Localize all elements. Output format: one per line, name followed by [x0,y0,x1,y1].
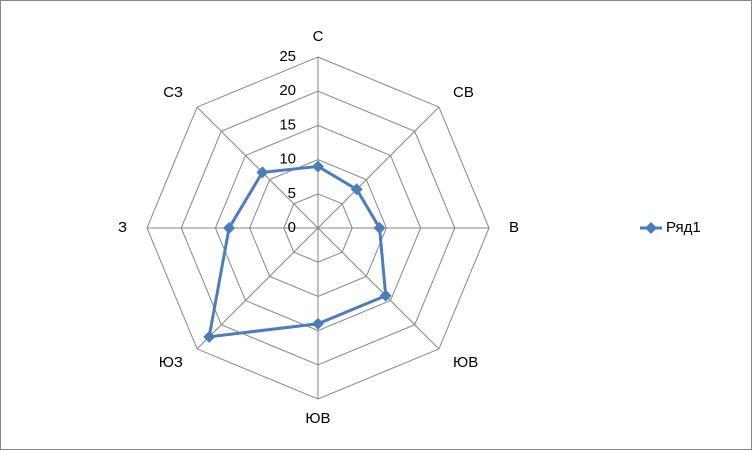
axis-spoke [317,227,440,350]
category-label: ЮВ [305,410,330,427]
category-label: ЮЗ [159,354,183,371]
y-tick-label: 0 [288,219,296,236]
legend-label: Ряд1 [666,219,701,236]
axis-spoke [317,106,440,229]
category-label: СЗ [163,84,183,101]
y-tick-label: 20 [279,82,296,99]
legend-marker [645,222,657,234]
category-label: СВ [453,84,474,101]
axis-spoke [196,227,319,350]
y-tick-label: 5 [288,185,296,202]
y-tick-label: 25 [279,48,296,65]
category-label: В [509,219,519,236]
data-point [312,160,324,173]
data-point [203,330,216,343]
y-tick-label: 10 [279,151,296,168]
axis-spoke [196,106,319,229]
data-point [350,183,363,196]
data-point [379,289,392,302]
category-label: З [118,219,127,236]
y-tick-label: 15 [279,116,296,133]
data-point [312,317,324,330]
data-point [373,222,386,234]
data-point [223,222,236,234]
category-label: С [313,28,324,45]
data-point [256,166,269,179]
category-label: ЮВ [453,354,478,371]
